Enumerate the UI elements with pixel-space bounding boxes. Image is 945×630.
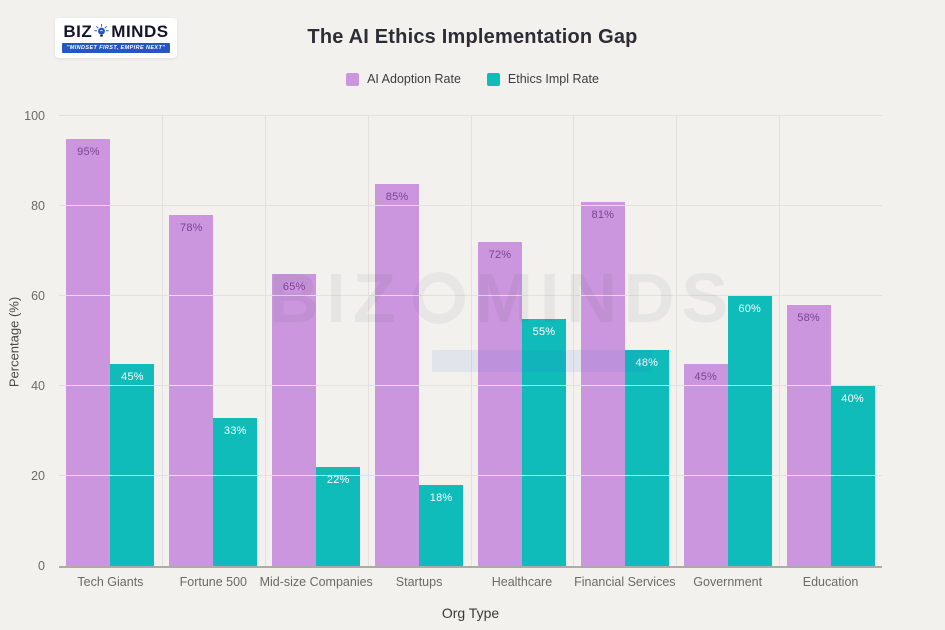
x-axis-title: Org Type	[441, 605, 500, 621]
logo-text-minds: MINDS	[111, 22, 169, 41]
bar-value-label: 81%	[591, 208, 615, 221]
v-gridline	[367, 116, 369, 566]
legend-swatch	[486, 72, 500, 86]
chart-title: The AI Ethics Implementation Gap	[307, 26, 638, 48]
bar-value-label: 72%	[488, 249, 512, 261]
x-tick-label: Government	[693, 575, 763, 589]
x-tick-label: Fortune 500	[179, 575, 248, 589]
bar-value-label: 18%	[429, 492, 453, 504]
x-tick-label: Mid-size Companies	[259, 575, 373, 589]
bar: 45%	[683, 363, 728, 566]
bar: 81%	[580, 201, 625, 566]
bar: 22%	[316, 467, 361, 566]
bar: 78%	[169, 215, 214, 566]
h-gridline	[59, 115, 882, 116]
bar-value-label: 22%	[326, 474, 350, 486]
x-tick-label: Startups	[395, 575, 443, 589]
chart-legend: AI Adoption Rate Ethics Impl Rate	[0, 72, 945, 86]
plot-area: 95% 45% Tech Giants 78% 33% Fortune 500 65% 22%…	[24, 109, 882, 589]
bar-group: 95% 45% Tech Giants	[59, 116, 162, 589]
bar: 95%	[66, 138, 111, 566]
bar-group: 65% 22% Mid-size Companies	[260, 116, 373, 589]
x-tick-label: Education	[802, 575, 859, 589]
bar: 18%	[419, 485, 464, 566]
bizminds-logo: BIZ MINDS "MINDSET FIRST, EMPIRE	[55, 18, 177, 58]
logo-wordmark: BIZ MINDS	[62, 23, 170, 40]
x-tick-label: Healthcare	[491, 575, 553, 589]
bar-value-label: 85%	[385, 190, 409, 203]
bar-value-label: 65%	[282, 280, 306, 293]
y-axis-title: Percentage (%)	[6, 296, 22, 388]
v-gridline	[264, 116, 266, 566]
bar-value-label: 58%	[797, 312, 820, 324]
legend-swatch	[346, 72, 360, 86]
legend-label: AI Adoption Rate	[367, 72, 461, 86]
bar: 40%	[830, 386, 875, 566]
bar: 45%	[110, 363, 155, 566]
bar: 48%	[624, 350, 669, 566]
bar-group: 78% 33% Fortune 500	[162, 116, 265, 589]
y-tick-label: 60	[31, 288, 45, 303]
x-tick-label: Tech Giants	[77, 575, 144, 589]
bar: 85%	[375, 183, 420, 566]
logo-text-biz: BIZ	[63, 22, 93, 41]
y-tick-label: 80	[31, 198, 45, 213]
v-gridline	[161, 116, 163, 566]
bar: 72%	[477, 242, 522, 566]
v-gridline	[470, 116, 472, 566]
lightbulb-icon	[94, 23, 109, 39]
bar-group: 81% 48% Financial Services	[573, 116, 676, 589]
bar-value-label: 95%	[77, 145, 100, 158]
y-tick-label: 100	[24, 108, 45, 123]
bar-value-label: 55%	[532, 325, 556, 338]
bar-value-label: 40%	[841, 393, 864, 405]
bar-group: 85% 18% Startups	[368, 116, 471, 589]
bar-value-label: 78%	[180, 222, 203, 234]
bar: 65%	[272, 273, 317, 566]
bar: 60%	[727, 296, 772, 566]
logo-tagline: "MINDSET FIRST, EMPIRE NEXT"	[62, 43, 170, 53]
bar-groups: 95% 45% Tech Giants 78% 33% Fortune 500 65% 22%…	[59, 116, 882, 589]
v-gridline	[573, 116, 575, 566]
bar-value-label: 45%	[121, 370, 144, 383]
bar-group: 72% 55% Healthcare	[471, 116, 574, 589]
bar-group: 58% 40% Education	[779, 116, 882, 589]
x-tick-label: Financial Services	[574, 575, 676, 589]
bar-value-label: 48%	[635, 357, 659, 369]
bar: 55%	[521, 318, 566, 566]
legend-label: Ethics Impl Rate	[507, 72, 599, 86]
bar-value-label: 60%	[738, 303, 761, 315]
y-tick-label: 20	[31, 468, 45, 483]
y-tick-label: 40	[31, 378, 45, 393]
bar-group: 45% 60% Government	[676, 116, 779, 589]
legend-item: Ethics Impl Rate	[486, 72, 599, 86]
bar-value-label: 33%	[224, 424, 247, 437]
legend-item: AI Adoption Rate	[346, 72, 461, 86]
v-gridline	[676, 116, 678, 566]
bar-value-label: 45%	[694, 370, 717, 383]
bar: 33%	[213, 417, 258, 566]
bar: 58%	[786, 305, 831, 566]
y-tick-label: 0	[38, 558, 45, 573]
v-gridline	[779, 116, 781, 566]
